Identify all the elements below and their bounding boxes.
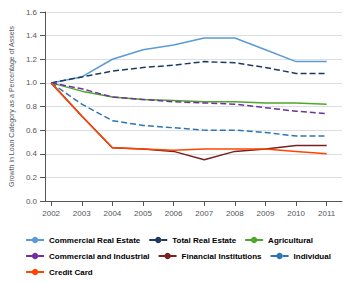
svg-text:2009: 2009 [257,209,275,218]
svg-text:1.6: 1.6 [26,8,38,17]
svg-text:2003: 2003 [73,209,91,218]
svg-text:Total Real Estate: Total Real Estate [172,236,236,245]
svg-text:2007: 2007 [195,209,213,218]
svg-text:Financial Institutions: Financial Institutions [182,252,263,261]
svg-text:Individual: Individual [294,252,331,261]
svg-text:0.4: 0.4 [26,149,38,158]
svg-text:1.2: 1.2 [26,55,38,64]
svg-text:Growth in Loan Category as a P: Growth in Loan Category as a Percentage … [8,25,16,187]
svg-text:Credit Card: Credit Card [49,268,93,277]
svg-text:2008: 2008 [226,209,244,218]
svg-text:1.4: 1.4 [26,31,38,40]
svg-text:0.6: 0.6 [26,126,38,135]
svg-text:2002: 2002 [42,209,60,218]
svg-text:2005: 2005 [134,209,152,218]
svg-text:2010: 2010 [287,209,305,218]
svg-text:2006: 2006 [165,209,183,218]
svg-text:Commercial Real Estate: Commercial Real Estate [49,236,141,245]
svg-text:0.0: 0.0 [26,197,38,206]
svg-text:1.0: 1.0 [26,78,38,87]
svg-text:0.2: 0.2 [26,173,38,182]
svg-text:2011: 2011 [318,209,336,218]
svg-text:Agricultural: Agricultural [268,236,313,245]
svg-text:0.8: 0.8 [26,102,38,111]
svg-text:Commercial and Industrial: Commercial and Industrial [49,252,149,261]
svg-text:2004: 2004 [103,209,121,218]
